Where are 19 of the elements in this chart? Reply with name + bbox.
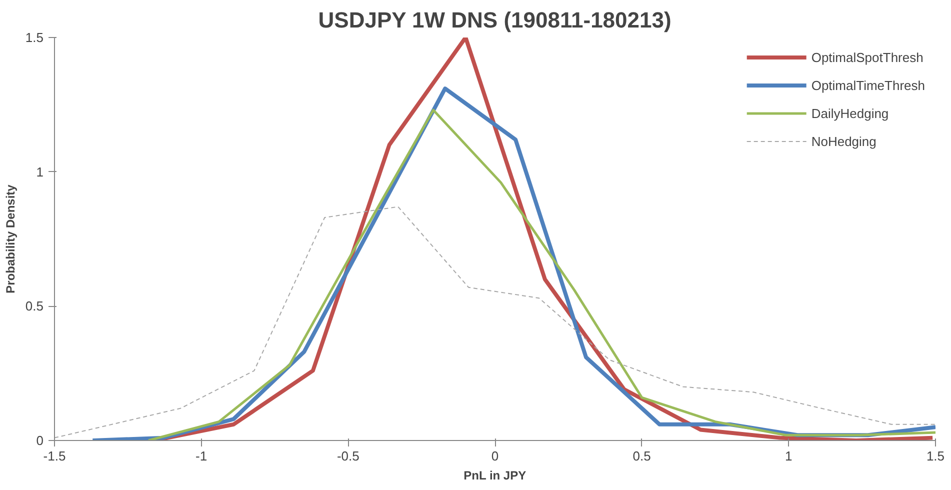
x-tick-label: -1.5	[43, 448, 66, 464]
legend-label: DailyHedging	[811, 106, 889, 120]
y-tick-label: 1.5	[25, 30, 44, 45]
x-tick-label: 0	[491, 448, 499, 464]
chart-title: USDJPY 1W DNS (190811-180213)	[318, 8, 672, 32]
legend-label: OptimalTimeThresh	[811, 78, 925, 92]
y-axis-title: Probability Density	[3, 184, 18, 294]
legend-label: NoHedging	[811, 134, 876, 148]
legend-label: OptimalSpotThresh	[811, 50, 924, 64]
line-series	[54, 206, 936, 438]
y-tick-label: 0	[36, 433, 44, 448]
x-tick-label: 1.5	[926, 448, 945, 464]
x-axis-title: PnL in JPY	[464, 468, 526, 482]
x-tick-label: -0.5	[336, 448, 360, 464]
x-tick-label: 1	[785, 448, 792, 464]
y-tick-label: 0.5	[25, 298, 44, 314]
y-tick-label: 1	[36, 164, 44, 180]
x-tick-label: -1	[196, 448, 208, 464]
x-tick-label: 0.5	[632, 448, 651, 464]
